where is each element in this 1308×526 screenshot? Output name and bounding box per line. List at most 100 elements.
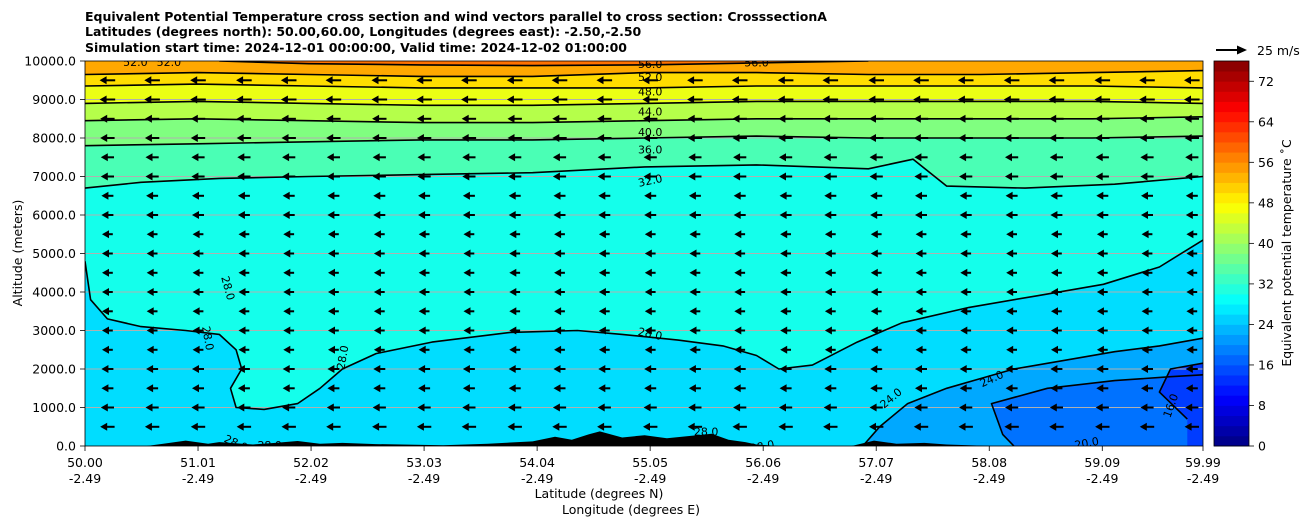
wind-vector bbox=[190, 134, 206, 142]
colorbar-band bbox=[1214, 253, 1249, 265]
wind-vector bbox=[463, 268, 475, 277]
wind-vector bbox=[508, 153, 522, 162]
wind-vector bbox=[552, 403, 567, 412]
colorbar-band bbox=[1214, 243, 1249, 254]
colorbar-band bbox=[1214, 192, 1249, 204]
wind-vector bbox=[463, 249, 475, 258]
wind-vector bbox=[1006, 307, 1017, 316]
wind-vector bbox=[598, 365, 611, 373]
wind-vector bbox=[100, 153, 114, 162]
x-tick-label-lon: -2.49 bbox=[634, 471, 666, 486]
wind-vector bbox=[960, 345, 972, 354]
wind-vector bbox=[643, 153, 657, 162]
plot-area: 52.0 52.0 56.0 56.052.048.044.040.036.032.0… bbox=[85, 58, 1203, 446]
wind-vector bbox=[870, 384, 883, 393]
wind-vector bbox=[957, 76, 974, 85]
wind-vector bbox=[507, 134, 522, 142]
wind-vector bbox=[373, 191, 386, 200]
wind-vector bbox=[1049, 114, 1064, 123]
colorbar-band bbox=[1214, 223, 1249, 234]
colorbar-tick-label: 40 bbox=[1258, 236, 1274, 251]
wind-vector bbox=[960, 326, 972, 335]
contour-label: 28.0 bbox=[694, 425, 719, 438]
wind-vector bbox=[281, 114, 296, 123]
wind-vector bbox=[688, 365, 701, 373]
wind-vector bbox=[238, 249, 250, 258]
wind-vector bbox=[1096, 211, 1109, 219]
wind-vector bbox=[416, 422, 432, 431]
wind-vector bbox=[372, 134, 387, 142]
wind-vector bbox=[283, 345, 295, 354]
quiver-key-label: 25 m/s bbox=[1257, 43, 1300, 58]
wind-vector bbox=[146, 365, 159, 373]
wind-vector bbox=[192, 211, 204, 219]
wind-vector bbox=[462, 191, 475, 200]
wind-vector bbox=[144, 134, 160, 142]
wind-vector bbox=[731, 76, 748, 85]
wind-vector bbox=[462, 211, 475, 219]
wind-vector bbox=[822, 76, 839, 85]
wind-vector bbox=[373, 345, 385, 354]
wind-vector bbox=[146, 345, 158, 354]
colorbar-band bbox=[1214, 202, 1249, 214]
wind-vector bbox=[1139, 134, 1155, 142]
wind-vector bbox=[687, 134, 703, 142]
wind-vector bbox=[99, 76, 116, 85]
wind-vector bbox=[553, 191, 566, 200]
wind-vector bbox=[1049, 134, 1064, 142]
wind-vector bbox=[327, 211, 340, 219]
x-tick-label-lat: 53.03 bbox=[406, 455, 442, 470]
x-tick-label-lat: 52.02 bbox=[293, 455, 329, 470]
wind-vector bbox=[552, 134, 567, 142]
wind-vector bbox=[327, 191, 340, 200]
colorbar-band bbox=[1214, 162, 1249, 173]
wind-vector bbox=[101, 191, 114, 200]
wind-vector bbox=[100, 134, 115, 142]
wind-vector bbox=[1004, 422, 1019, 431]
wind-vector bbox=[689, 307, 701, 316]
wind-vector bbox=[328, 307, 339, 316]
wind-vector bbox=[870, 268, 882, 277]
wind-vector bbox=[238, 326, 250, 335]
wind-vector bbox=[780, 268, 791, 277]
wind-vector bbox=[870, 365, 883, 373]
wind-vector bbox=[733, 153, 747, 162]
wind-vector bbox=[508, 191, 521, 200]
wind-vector bbox=[778, 134, 793, 142]
wind-vector bbox=[598, 211, 611, 219]
wind-vector bbox=[689, 288, 701, 296]
wind-vector bbox=[282, 172, 296, 181]
wind-vector bbox=[1095, 403, 1109, 412]
wind-vector bbox=[732, 422, 747, 431]
wind-vector bbox=[913, 134, 929, 142]
x-tick-label-lon: -2.49 bbox=[1086, 471, 1118, 486]
quiver-key-arrow-head bbox=[1237, 45, 1247, 55]
contour-label: 56.0 bbox=[638, 58, 663, 71]
wind-vector bbox=[597, 134, 612, 142]
wind-vector bbox=[327, 384, 340, 393]
colorbar-band bbox=[1214, 121, 1249, 133]
wind-vector bbox=[509, 288, 521, 296]
wind-vector bbox=[551, 76, 568, 85]
wind-vector bbox=[780, 326, 791, 335]
wind-vector bbox=[1006, 249, 1017, 258]
wind-vector bbox=[1185, 365, 1198, 373]
wind-vector bbox=[1184, 95, 1200, 104]
wind-vector bbox=[102, 249, 113, 258]
wind-vector bbox=[328, 288, 339, 296]
colorbar-band bbox=[1214, 354, 1249, 366]
wind-vector bbox=[554, 268, 565, 277]
wind-vector bbox=[823, 134, 838, 142]
wind-vector bbox=[1139, 114, 1155, 123]
contour-label: 28.0 bbox=[199, 325, 216, 351]
wind-vector bbox=[371, 95, 388, 104]
wind-vector bbox=[508, 403, 522, 412]
wind-vector bbox=[1006, 288, 1017, 296]
wind-vector bbox=[1005, 153, 1019, 162]
wind-vector bbox=[778, 422, 793, 431]
wind-vector bbox=[1048, 76, 1065, 85]
y-tick-label: 4000.0 bbox=[32, 285, 76, 300]
y-tick-label: 9000.0 bbox=[32, 92, 76, 107]
colorbar-label: Equivalent potential temperature ˚C bbox=[1279, 139, 1294, 367]
wind-vector bbox=[734, 249, 746, 258]
